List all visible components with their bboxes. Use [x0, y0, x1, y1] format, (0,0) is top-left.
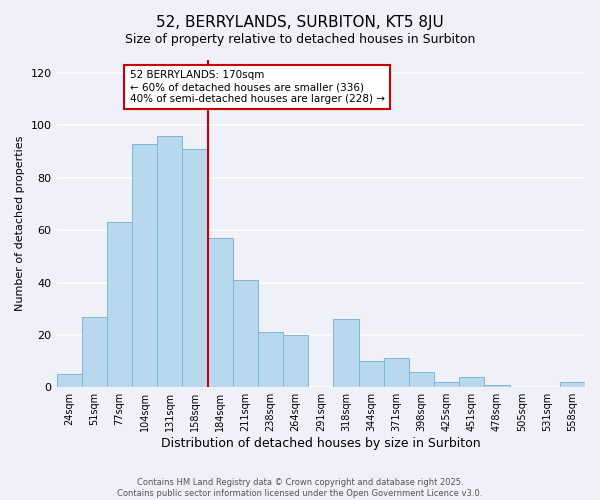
Bar: [82, 316, 107, 387]
Text: 52, BERRYLANDS, SURBITON, KT5 8JU: 52, BERRYLANDS, SURBITON, KT5 8JU: [156, 15, 444, 30]
Bar: [383, 358, 409, 387]
Y-axis label: Number of detached properties: Number of detached properties: [15, 136, 25, 312]
Bar: [107, 222, 132, 387]
Bar: [409, 372, 434, 387]
Text: 52 BERRYLANDS: 170sqm
← 60% of detached houses are smaller (336)
40% of semi-det: 52 BERRYLANDS: 170sqm ← 60% of detached …: [130, 70, 385, 104]
Bar: [560, 382, 585, 387]
Bar: [484, 384, 509, 387]
Bar: [459, 376, 484, 387]
Bar: [56, 374, 82, 387]
Bar: [334, 319, 359, 387]
Text: Contains HM Land Registry data © Crown copyright and database right 2025.
Contai: Contains HM Land Registry data © Crown c…: [118, 478, 482, 498]
Bar: [132, 144, 157, 387]
Bar: [208, 238, 233, 387]
Text: Size of property relative to detached houses in Surbiton: Size of property relative to detached ho…: [125, 32, 475, 46]
X-axis label: Distribution of detached houses by size in Surbiton: Distribution of detached houses by size …: [161, 437, 481, 450]
Bar: [182, 149, 208, 387]
Bar: [359, 361, 383, 387]
Bar: [283, 335, 308, 387]
Bar: [157, 136, 182, 387]
Bar: [233, 280, 258, 387]
Bar: [434, 382, 459, 387]
Bar: [258, 332, 283, 387]
